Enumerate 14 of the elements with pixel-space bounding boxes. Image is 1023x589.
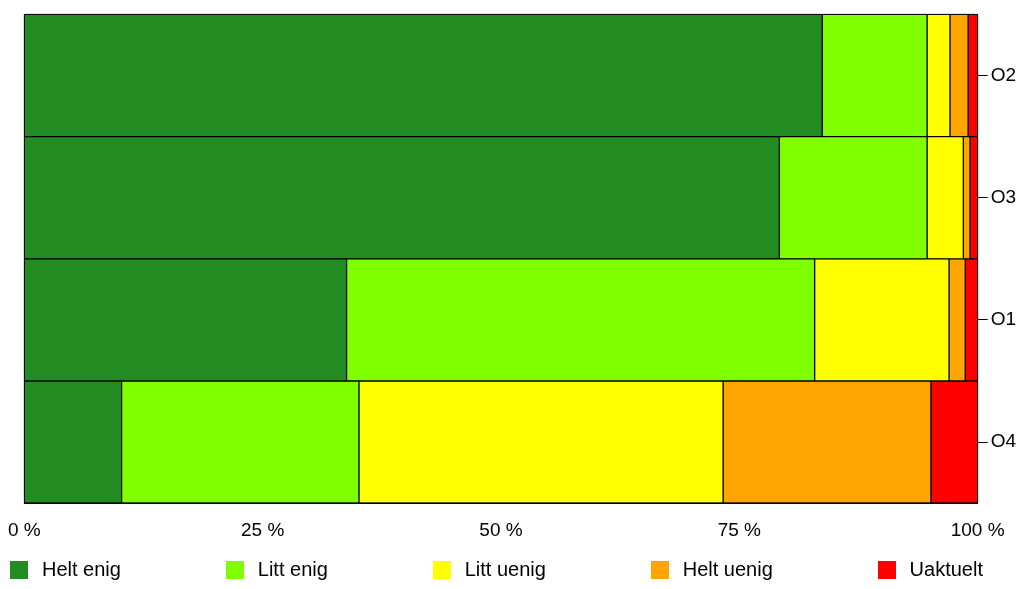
x-tick-label: 75 % (717, 518, 762, 540)
legend-label: Helt uenig (682, 558, 773, 581)
x-tick-label: 50 % (479, 518, 523, 540)
x-tick-label: 0 % (7, 518, 41, 540)
y-tick-label: O1 (990, 308, 1017, 330)
y-tick-label: O3 (990, 185, 1017, 207)
y-tick-label: O2 (990, 63, 1017, 85)
x-tick-label: 25 % (241, 518, 285, 540)
legend-label: Litt enig (257, 558, 328, 581)
legend-label: Uaktuelt (909, 558, 983, 581)
x-tick-label: 100 % (950, 518, 1005, 540)
y-tick-label: O4 (990, 430, 1017, 452)
legend-label: Helt enig (42, 558, 121, 581)
legend-label: Litt uenig (464, 558, 546, 581)
